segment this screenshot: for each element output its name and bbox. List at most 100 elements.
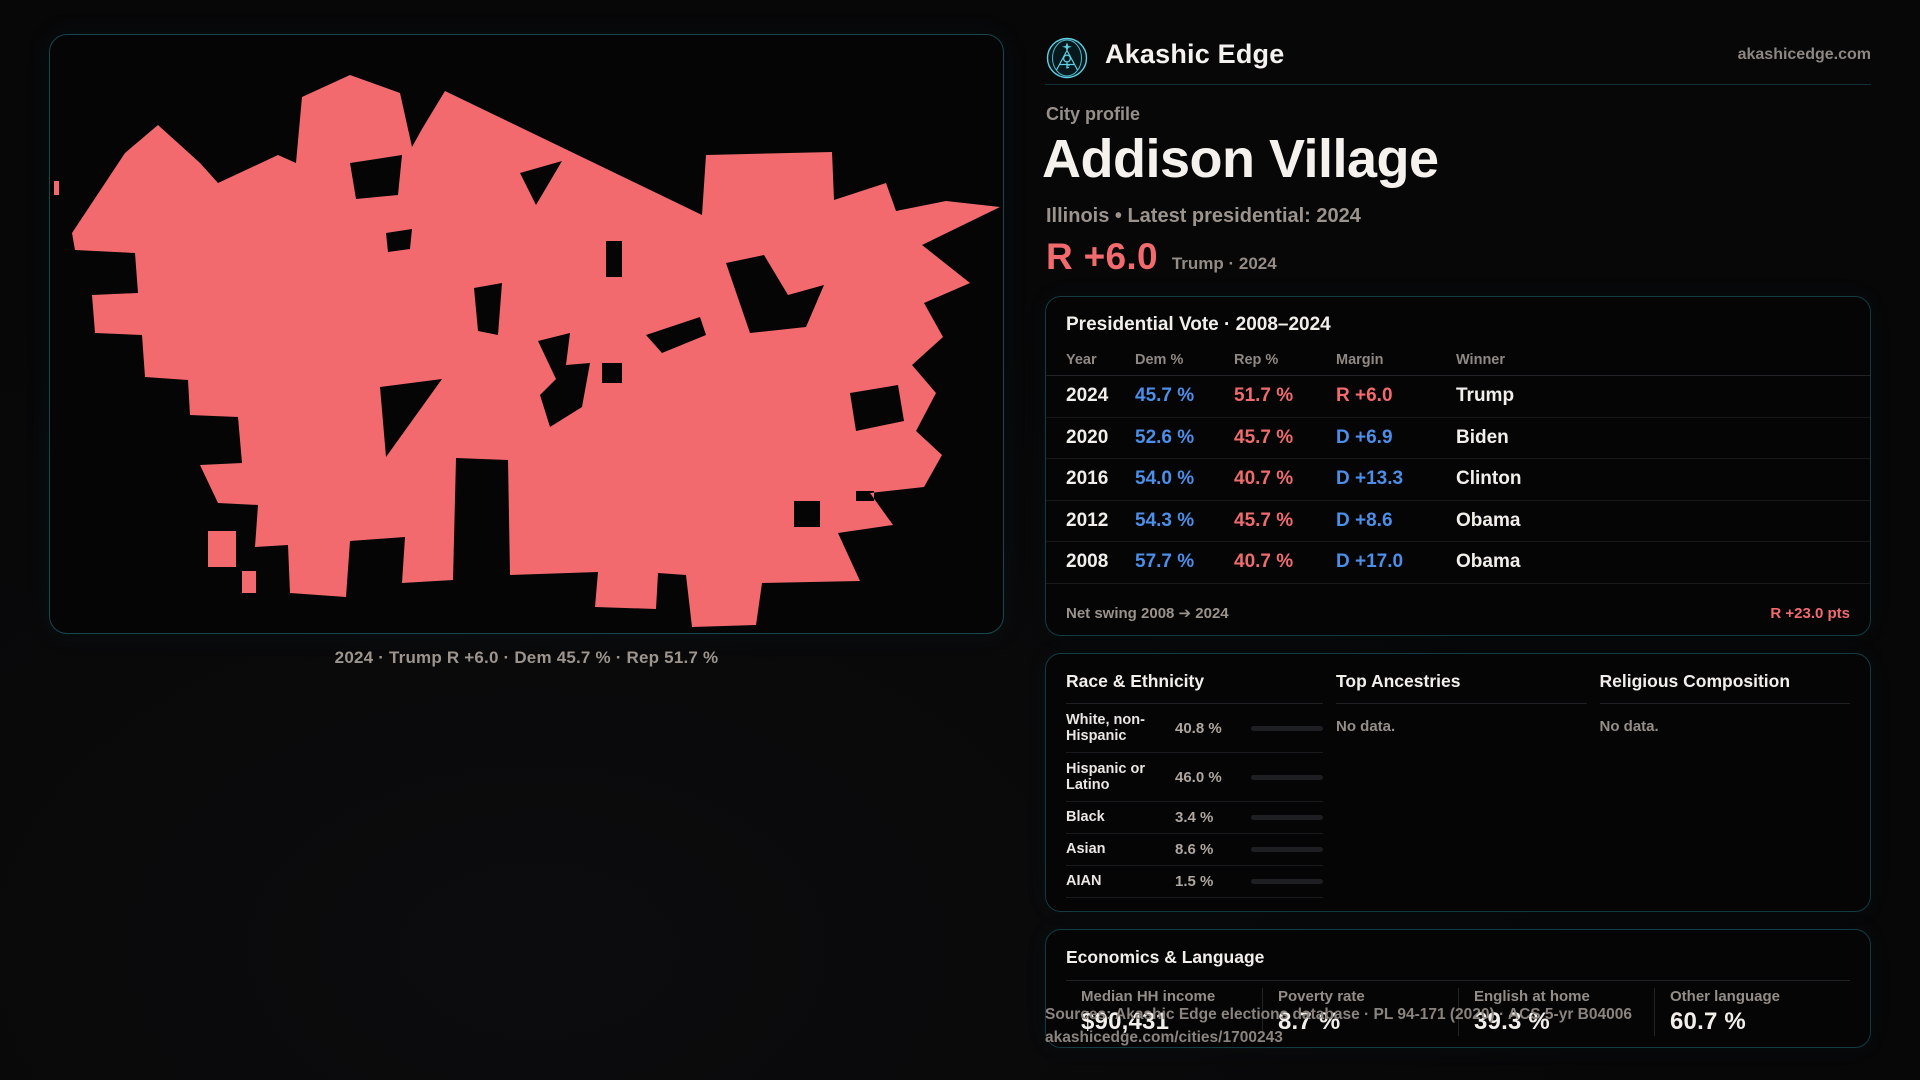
ancestries-empty-state: No data.	[1336, 718, 1396, 735]
stat-value: $90,431	[1081, 1008, 1170, 1035]
stat-label: Other language	[1670, 988, 1781, 1005]
margin-cell: D +8.6	[1336, 509, 1393, 531]
dem-cell: 45.7 %	[1135, 385, 1195, 407]
site-link[interactable]: akashicedge.com	[1737, 46, 1871, 63]
dem-cell: 57.7 %	[1135, 551, 1195, 573]
city-shape-svg	[54, 75, 1000, 627]
year-cell: 2016	[1066, 468, 1109, 490]
rep-cell: 45.7 %	[1234, 426, 1294, 448]
margin-cell: D +13.3	[1336, 468, 1404, 490]
table-row: 2024 45.7 % 51.7 % R +6.0 Trump	[1046, 376, 1870, 418]
table-row: 2008 57.7 % 40.7 % D +17.0 Obama	[1046, 542, 1870, 584]
race-label: White, non-Hispanic	[1066, 711, 1145, 744]
stat-label: Median HH income	[1081, 988, 1216, 1005]
religious-composition-section: Religious Composition No data.	[1599, 654, 1850, 911]
rep-cell: 45.7 %	[1234, 509, 1294, 531]
net-swing-row: Net swing 2008 ➔ 2024 R +23.0 pts	[1066, 604, 1850, 623]
year-cell: 2020	[1066, 426, 1109, 448]
race-value: 46.0 %	[1175, 768, 1222, 786]
table-row: 2012 54.3 % 45.7 % D +8.6 Obama	[1046, 501, 1870, 542]
stat-value: 39.3 %	[1474, 1008, 1550, 1035]
year-cell: 2012	[1066, 509, 1109, 531]
akashic-emblem-icon	[1046, 37, 1088, 79]
subtitle: Illinois • Latest presidential: 2024	[1046, 205, 1361, 227]
list-item: AIAN 1.5 %	[1066, 866, 1323, 898]
stat-value: 60.7 %	[1670, 1008, 1746, 1035]
margin-value: R +6.0	[1046, 236, 1158, 277]
race-label: Asian	[1066, 841, 1106, 858]
race-ethnicity-section: Race & Ethnicity White, non-Hispanic 40.…	[1066, 654, 1323, 911]
winner-cell: Biden	[1456, 426, 1509, 448]
top-ancestries-section: Top Ancestries No data.	[1336, 654, 1587, 911]
race-value: 40.8 %	[1175, 719, 1222, 737]
col-dem: Dem %	[1135, 352, 1184, 368]
dem-cell: 54.0 %	[1135, 468, 1195, 490]
eyebrow-label: City profile	[1046, 104, 1141, 124]
year-cell: 2008	[1066, 551, 1109, 573]
col-winner: Winner	[1456, 352, 1506, 368]
margin-cell: D +6.9	[1336, 426, 1393, 448]
margin-cell: D +17.0	[1336, 551, 1404, 573]
rep-cell: 40.7 %	[1234, 551, 1294, 573]
race-bar-track	[1251, 725, 1323, 731]
economics-language-panel: Economics & Language Median HH income $9…	[1045, 929, 1871, 1048]
list-item: Black 3.4 %	[1066, 802, 1323, 834]
economics-title: Economics & Language	[1066, 947, 1850, 981]
permalink: akashicedge.com/cities/1700243	[1045, 1029, 1283, 1046]
col-rep: Rep %	[1234, 352, 1279, 368]
religion-empty-state: No data.	[1599, 718, 1659, 735]
stat-value: 8.7 %	[1278, 1008, 1341, 1035]
city-boundary-map	[49, 34, 1004, 634]
race-value: 3.4 %	[1175, 809, 1214, 826]
presidential-vote-panel: Presidential Vote · 2008–2024 Year Dem %…	[1045, 296, 1871, 636]
net-swing-value: R +23.0 pts	[1770, 604, 1850, 622]
race-label: Hispanic or Latino	[1066, 760, 1145, 793]
rep-cell: 40.7 %	[1234, 468, 1294, 490]
vote-table-header: Year Dem % Rep % Margin Winner	[1046, 345, 1870, 376]
dem-cell: 54.3 %	[1135, 509, 1195, 531]
stat-median-income: Median HH income $90,431	[1066, 988, 1262, 1036]
page-title: Addison Village	[1042, 129, 1439, 189]
headline-margin: R +6.0 Trump · 2024	[1046, 236, 1277, 278]
race-bar-track	[1251, 774, 1323, 780]
winner-cell: Obama	[1456, 509, 1521, 531]
race-bar-track	[1251, 847, 1323, 852]
map-caption: 2024 · Trump R +6.0 · Dem 45.7 % · Rep 5…	[334, 648, 719, 667]
race-label: AIAN	[1066, 873, 1102, 890]
col-margin: Margin	[1336, 352, 1384, 368]
table-row: 2016 54.0 % 40.7 % D +13.3 Clinton	[1046, 459, 1870, 501]
stat-other-language: Other language 60.7 %	[1654, 988, 1850, 1036]
city-shape	[72, 75, 1000, 627]
race-ethnicity-title: Race & Ethnicity	[1066, 671, 1323, 704]
race-bar-track	[1251, 879, 1323, 884]
dem-cell: 52.6 %	[1135, 426, 1195, 448]
religious-composition-title: Religious Composition	[1599, 671, 1850, 704]
list-item: White, non-Hispanic 40.8 %	[1066, 704, 1323, 753]
race-label: Black	[1066, 809, 1105, 826]
top-ancestries-title: Top Ancestries	[1336, 671, 1587, 704]
race-bar-track	[1251, 815, 1323, 820]
stat-english-at-home: English at home 39.3 %	[1458, 988, 1654, 1036]
table-row: 2020 52.6 % 45.7 % D +6.9 Biden	[1046, 418, 1870, 459]
margin-context: Trump · 2024	[1171, 254, 1277, 273]
list-item: Hispanic or Latino 46.0 %	[1066, 753, 1323, 802]
vote-table-title: Presidential Vote · 2008–2024	[1066, 314, 1331, 335]
header-divider	[1045, 84, 1871, 85]
vote-table: Year Dem % Rep % Margin Winner 2024 45.7…	[1046, 345, 1870, 584]
list-item: Asian 8.6 %	[1066, 834, 1323, 866]
demographics-panel: Race & Ethnicity White, non-Hispanic 40.…	[1045, 653, 1871, 912]
stat-label: English at home	[1474, 988, 1590, 1005]
margin-cell: R +6.0	[1336, 385, 1393, 407]
sources-note: Sources: Akashic Edge elections database…	[1045, 1006, 1632, 1023]
stat-label: Poverty rate	[1278, 988, 1365, 1005]
winner-cell: Obama	[1456, 551, 1521, 573]
winner-cell: Trump	[1456, 385, 1515, 407]
year-cell: 2024	[1066, 385, 1109, 407]
race-value: 8.6 %	[1175, 841, 1214, 858]
winner-cell: Clinton	[1456, 468, 1522, 490]
rep-cell: 51.7 %	[1234, 385, 1294, 407]
stat-poverty-rate: Poverty rate 8.7 %	[1262, 988, 1458, 1036]
brand-name: Akashic Edge	[1105, 39, 1285, 69]
col-year: Year	[1066, 352, 1097, 368]
